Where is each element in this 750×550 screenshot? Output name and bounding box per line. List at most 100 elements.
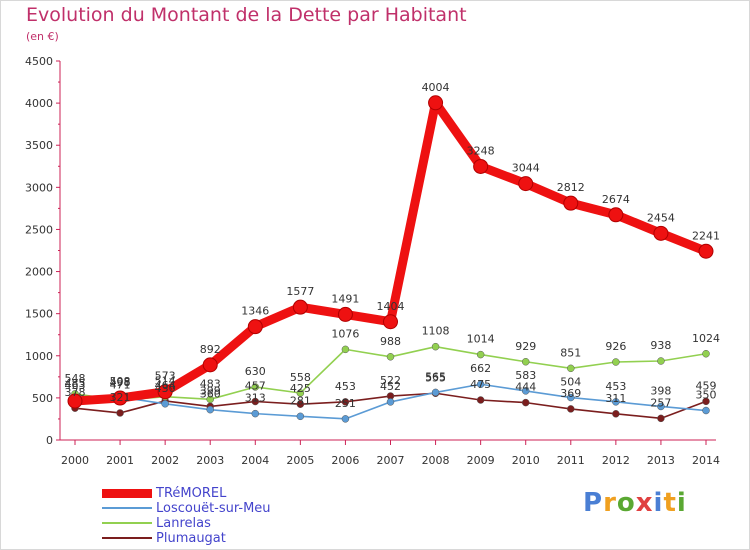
x-tick-label: 2009: [467, 454, 495, 467]
data-label: 988: [380, 335, 401, 348]
x-tick-label: 2000: [61, 454, 89, 467]
data-label: 475: [470, 378, 491, 391]
data-point: [612, 410, 620, 418]
data-label: 2241: [692, 229, 720, 242]
legend-item-plumaugat: Plumaugat: [102, 530, 226, 546]
legend-label-tremorel: TRéMOREL: [156, 485, 227, 501]
data-point: [251, 409, 260, 418]
data-label: 453: [335, 380, 356, 393]
data-label: 1024: [692, 332, 720, 345]
data-label: 2674: [602, 193, 630, 206]
data-point: [702, 397, 710, 406]
data-point: [653, 225, 669, 241]
data-point: [206, 405, 214, 414]
data-label: 1108: [422, 325, 450, 338]
data-label: 929: [515, 340, 536, 353]
data-point: [521, 398, 530, 407]
legend-swatch-plumaugat: [102, 537, 152, 539]
chart-title: Evolution du Montant de la Dette par Hab…: [26, 4, 467, 26]
y-tick-label: 2500: [25, 223, 53, 236]
data-point: [657, 357, 665, 365]
data-label: 2454: [647, 211, 675, 224]
data-point: [702, 350, 710, 358]
data-label: 430: [155, 382, 176, 395]
data-label: 892: [200, 343, 221, 356]
data-point: [341, 398, 350, 406]
data-label: 251: [335, 397, 356, 410]
data-label: 369: [560, 387, 581, 400]
data-label: 3044: [512, 162, 540, 175]
data-point: [698, 243, 714, 259]
y-tick-label: 500: [32, 392, 53, 405]
data-point: [116, 409, 124, 417]
data-point: [431, 342, 440, 351]
data-label: 938: [650, 339, 671, 352]
data-point: [296, 400, 305, 408]
x-tick-label: 2003: [196, 454, 224, 467]
data-point: [157, 384, 173, 400]
data-point: [567, 405, 575, 413]
x-tick-label: 2007: [377, 454, 405, 467]
chart-subtitle: (en €): [26, 30, 59, 43]
data-label: 425: [290, 382, 311, 395]
data-label: 457: [245, 380, 266, 393]
legend-item-loscouet: Loscouët-sur-Meu: [102, 500, 271, 516]
data-label: 313: [245, 392, 266, 405]
x-tick-label: 2006: [331, 454, 359, 467]
data-label: 851: [560, 346, 581, 359]
data-label: 1346: [241, 305, 269, 318]
data-point: [518, 176, 534, 192]
y-tick-label: 3500: [25, 139, 53, 152]
data-label: 504: [560, 376, 581, 389]
data-label: 485: [65, 377, 86, 390]
data-point: [247, 319, 263, 335]
logo-letter: P: [583, 488, 604, 518]
data-point: [341, 345, 350, 354]
data-label: 257: [650, 396, 671, 409]
data-label: 522: [380, 374, 401, 387]
data-label: 565: [425, 370, 446, 383]
legend-swatch-tremorel: [102, 488, 152, 498]
y-tick-label: 2000: [25, 266, 53, 279]
logo-letter: r: [603, 488, 617, 518]
data-point: [296, 389, 305, 397]
data-label: 498: [110, 376, 131, 389]
y-tick-label: 4500: [25, 55, 53, 68]
data-point: [612, 358, 620, 366]
data-point: [292, 299, 308, 315]
data-label: 483: [200, 377, 221, 390]
data-label: 399: [200, 384, 221, 397]
data-label: 1404: [377, 300, 405, 313]
data-label: 548: [65, 372, 86, 385]
data-label: 508: [110, 375, 131, 388]
data-label: 311: [605, 392, 626, 405]
data-point: [341, 415, 350, 423]
legend-swatch-loscouet: [102, 507, 152, 509]
data-point: [476, 380, 485, 388]
logo-letter: x: [635, 488, 654, 518]
data-label: 555: [425, 371, 446, 384]
data-label: 926: [605, 340, 626, 353]
y-tick-label: 1000: [25, 350, 53, 363]
data-point: [337, 306, 353, 322]
logo-letter: t: [663, 488, 677, 518]
data-point: [476, 350, 485, 359]
x-tick-label: 2005: [286, 454, 314, 467]
data-label: 350: [696, 389, 717, 402]
data-label: 1014: [467, 333, 495, 346]
data-point: [657, 414, 665, 423]
x-tick-label: 2010: [512, 454, 540, 467]
legend-label-plumaugat: Plumaugat: [156, 530, 226, 546]
data-point: [296, 412, 305, 421]
data-point: [112, 390, 128, 406]
data-label: 662: [470, 362, 491, 375]
data-label: 398: [650, 384, 671, 397]
data-point: [473, 158, 489, 174]
data-point: [657, 402, 665, 411]
legend-swatch-lanrelas: [102, 522, 152, 524]
data-label: 1577: [286, 285, 314, 298]
x-tick-label: 2013: [647, 454, 675, 467]
data-label: 1076: [331, 327, 359, 340]
